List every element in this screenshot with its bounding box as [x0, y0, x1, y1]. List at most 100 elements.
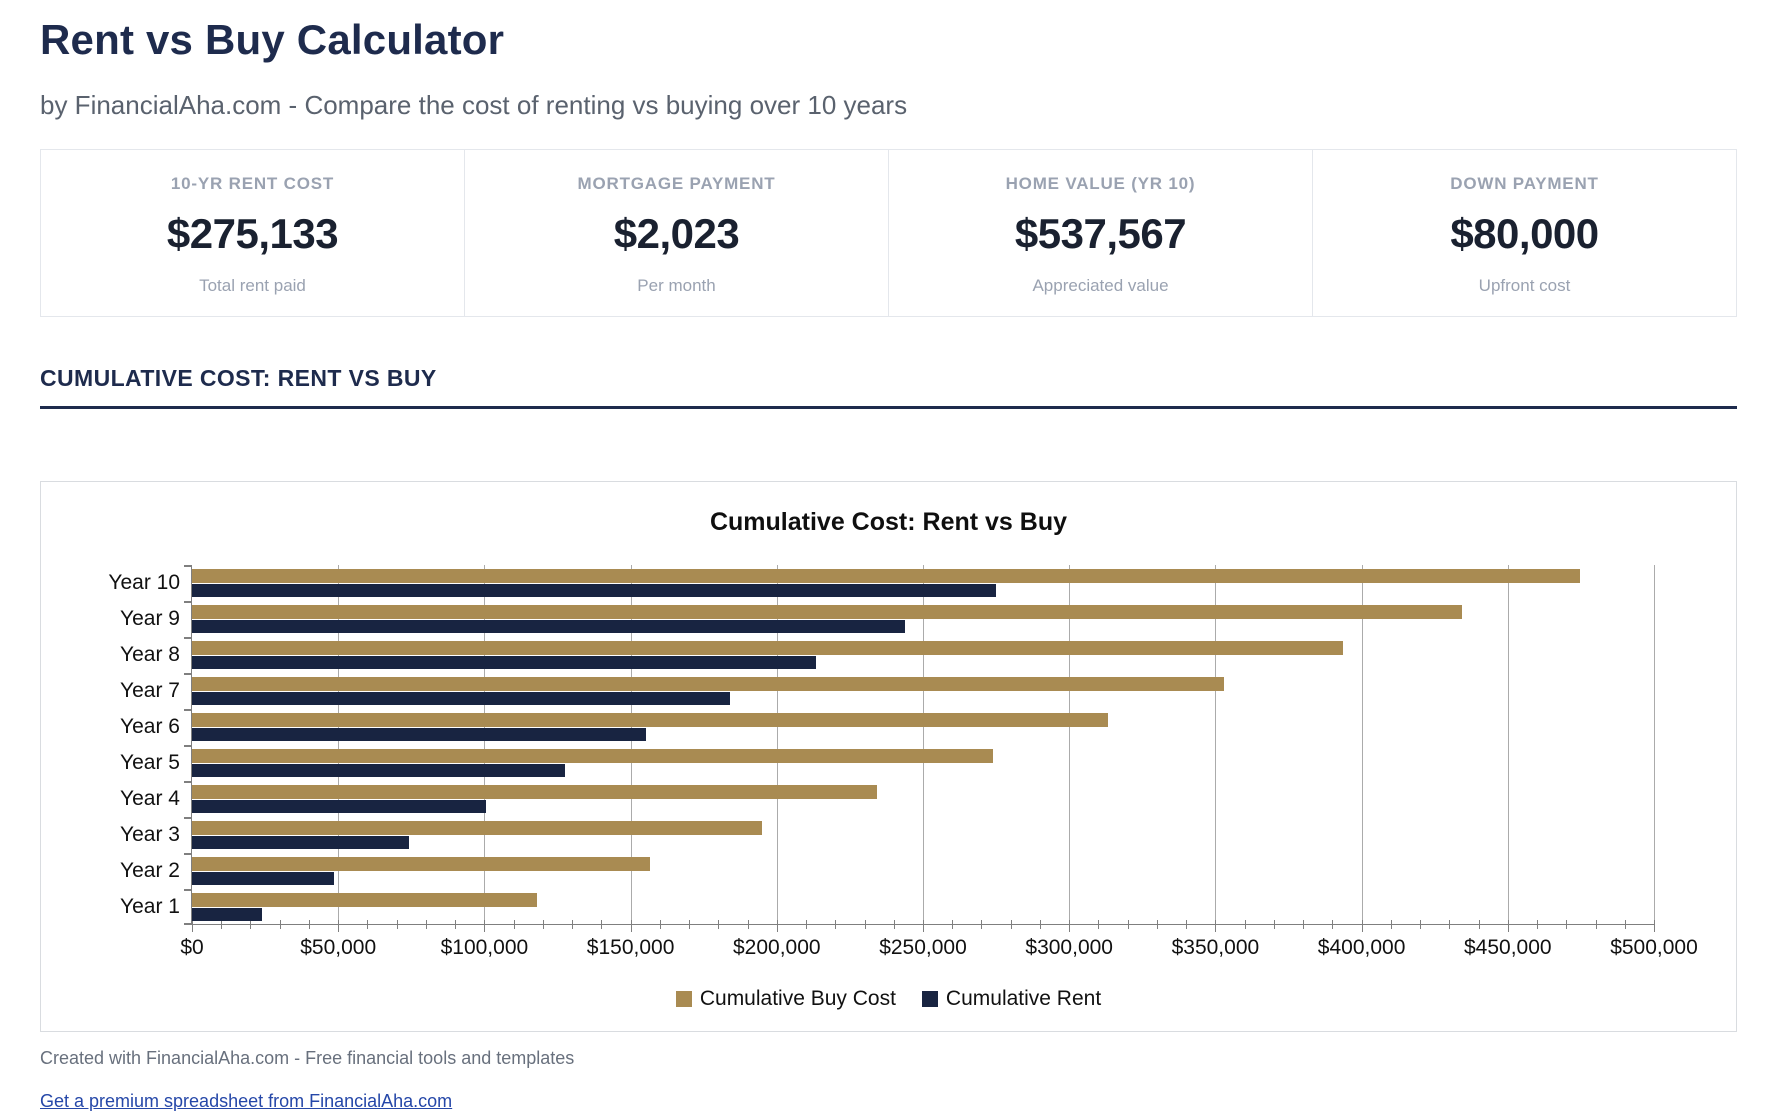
x-axis-minor-tick	[1390, 920, 1392, 929]
x-axis-minor-tick	[542, 920, 544, 929]
x-axis-major-tick	[1069, 920, 1071, 932]
legend-swatch-buy-icon	[675, 991, 692, 1007]
x-axis-minor-tick	[1537, 920, 1539, 929]
y-axis-label: Year 3	[120, 823, 180, 846]
bar-group-year-4: Year 4	[120, 781, 1654, 817]
buy-cost-bar	[192, 785, 878, 799]
x-axis-minor-tick	[806, 920, 808, 929]
y-axis-label: Year 1	[120, 895, 180, 918]
chart-title: Cumulative Cost: Rent vs Buy	[709, 508, 1067, 536]
x-axis-minor-tick	[308, 920, 310, 929]
x-axis-minor-tick	[864, 920, 866, 929]
x-axis-minor-tick	[396, 920, 398, 929]
x-axis-minor-tick	[747, 920, 749, 929]
x-axis-label: $300,000	[1025, 936, 1113, 959]
x-axis-minor-tick	[1303, 920, 1305, 929]
legend-item-rent: Cumulative Rent	[921, 987, 1101, 1011]
y-axis-tick	[184, 817, 192, 819]
buy-cost-bar	[192, 605, 1463, 619]
stat-card-sublabel: Upfront cost	[1478, 276, 1571, 295]
stat-card-rent-cost: 10-YR RENT COST $275,133 Total rent paid	[41, 150, 465, 316]
x-axis-minor-tick	[1332, 920, 1334, 929]
x-axis-label: $200,000	[733, 936, 821, 959]
bar-group-year-1: Year 1	[120, 889, 1654, 925]
y-axis-label: Year 4	[120, 787, 180, 810]
legend-swatch-rent-icon	[921, 991, 938, 1007]
x-axis-minor-tick	[1039, 920, 1041, 929]
gridline	[1654, 565, 1655, 924]
y-axis-tick	[184, 637, 192, 639]
stat-card-sublabel: Appreciated value	[1032, 276, 1169, 295]
x-axis-minor-tick	[1273, 920, 1275, 929]
gridline	[1215, 565, 1217, 924]
gridline	[1507, 565, 1509, 924]
stat-card-label: HOME VALUE (YR 10)	[1005, 174, 1196, 193]
stat-card-sublabel: Per month	[637, 276, 716, 295]
y-axis-label: Year 10	[108, 571, 180, 594]
y-axis-tick	[184, 853, 192, 855]
x-axis-minor-tick	[1624, 920, 1626, 929]
x-axis-major-tick	[338, 920, 340, 932]
x-axis-label: $50,000	[300, 936, 377, 959]
x-axis-major-tick	[1215, 920, 1217, 932]
x-axis-minor-tick	[1127, 920, 1129, 929]
x-axis-minor-tick	[981, 920, 983, 929]
x-axis-minor-tick	[1010, 920, 1012, 929]
bar-group-year-3: Year 3	[120, 817, 1654, 853]
y-axis-tick	[184, 601, 192, 603]
x-axis-minor-tick	[1449, 920, 1451, 929]
gridline	[1069, 565, 1071, 924]
x-axis-minor-tick	[718, 920, 720, 929]
x-axis-label: $0	[180, 936, 204, 959]
x-axis-minor-tick	[1156, 920, 1158, 929]
section-title-cumulative-cost: CUMULATIVE COST: RENT VS BUY	[40, 365, 1737, 409]
chart-legend: Cumulative Buy Cost Cumulative Rent	[61, 987, 1716, 1021]
x-axis-minor-tick	[367, 920, 369, 929]
y-axis-label: Year 7	[120, 679, 180, 702]
gridline	[484, 565, 486, 924]
x-axis-major-tick	[630, 920, 632, 932]
x-axis-label: $350,000	[1171, 936, 1260, 959]
rent-cost-bar	[192, 800, 486, 813]
stat-card-value: $537,567	[1014, 210, 1187, 257]
buy-cost-bar	[192, 677, 1225, 691]
x-axis-minor-tick	[513, 920, 515, 929]
premium-spreadsheet-link[interactable]: Get a premium spreadsheet from Financial…	[40, 1091, 453, 1111]
x-axis-label: $400,000	[1317, 936, 1406, 959]
y-axis-tick	[184, 781, 192, 783]
rent-cost-bar	[192, 836, 409, 849]
gridline	[630, 565, 632, 924]
plot-area: $0 $50,000 $100,000 $150,000 $200,000 $250,00…	[108, 565, 1698, 959]
y-axis-tick	[184, 745, 192, 747]
buy-cost-bar	[192, 713, 1109, 727]
buy-cost-bar	[192, 569, 1581, 583]
x-axis-minor-tick	[221, 920, 223, 929]
bar-group-year-2: Year 2	[120, 853, 1654, 889]
y-axis-label: Year 2	[120, 859, 180, 882]
stat-card-sublabel: Total rent paid	[199, 276, 306, 295]
stat-card-mortgage-payment: MORTGAGE PAYMENT $2,023 Per month	[465, 150, 889, 316]
x-axis-major-tick	[776, 920, 778, 932]
x-axis-minor-tick	[1244, 920, 1246, 929]
rent-cost-bar	[192, 728, 646, 741]
gridline	[338, 565, 340, 924]
y-axis-label: Year 5	[120, 751, 180, 774]
x-axis-minor-tick	[659, 920, 661, 929]
legend-item-buy-cost: Cumulative Buy Cost	[675, 987, 896, 1011]
x-axis-label: $450,000	[1464, 936, 1552, 959]
gridline	[776, 565, 778, 924]
page-title: Rent vs Buy Calculator	[40, 16, 505, 63]
y-axis-tick	[184, 889, 192, 891]
x-axis-minor-tick	[689, 920, 691, 929]
x-axis-major-tick	[1654, 920, 1655, 932]
x-axis-minor-tick	[1420, 920, 1422, 929]
buy-cost-bar	[192, 821, 763, 835]
rent-cost-bar	[192, 656, 817, 669]
rent-cost-bar	[192, 692, 730, 705]
bar-group-year-9: Year 9	[120, 601, 1654, 637]
x-axis-minor-tick	[952, 920, 954, 929]
x-axis-minor-tick	[1186, 920, 1188, 929]
buy-cost-bar	[192, 893, 538, 907]
x-axis-major-tick	[484, 920, 486, 932]
y-axis-label: Year 9	[120, 607, 180, 630]
